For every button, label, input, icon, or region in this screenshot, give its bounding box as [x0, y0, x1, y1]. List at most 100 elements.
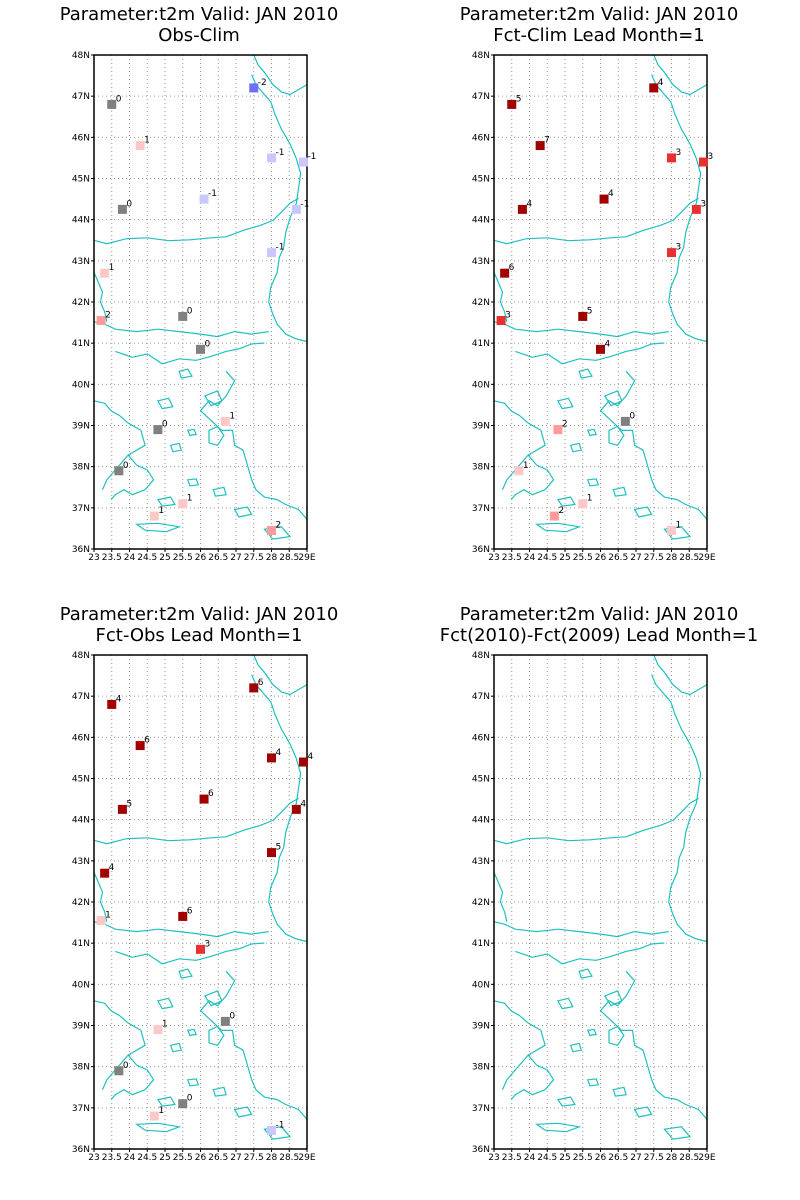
lon-tick-label: 26.5 — [608, 553, 628, 563]
lat-tick-label: 43N — [472, 857, 490, 867]
lon-tick-label: 23.5 — [502, 1153, 522, 1163]
station-marker — [149, 1111, 159, 1121]
station-value-label: 1 — [158, 1106, 164, 1116]
lon-tick-label: 25 — [159, 553, 170, 563]
lat-tick-label: 44N — [472, 816, 490, 826]
station-marker — [578, 499, 588, 509]
lat-tick-label: 42N — [72, 298, 90, 308]
station-marker — [691, 204, 701, 214]
station-marker — [153, 1025, 163, 1035]
station-marker — [514, 466, 524, 476]
station-marker — [649, 83, 659, 93]
station-value-label: 4 — [276, 748, 282, 758]
lat-tick-label: 46N — [72, 133, 90, 143]
station-marker — [107, 699, 117, 709]
station-marker — [298, 757, 308, 767]
lat-tick-label: 44N — [72, 816, 90, 826]
station-value-label: 1 — [676, 520, 682, 530]
station-marker — [199, 794, 209, 804]
station-value-label: 3 — [676, 148, 682, 158]
station-value-label: -1 — [276, 1120, 285, 1130]
lon-tick-label: 26 — [595, 553, 607, 563]
lat-tick-label: 41N — [72, 939, 90, 949]
lon-tick-label: 29E — [298, 553, 315, 563]
station-marker — [196, 344, 205, 354]
station-marker — [535, 141, 545, 151]
lat-tick-label: 48N — [472, 51, 490, 61]
lat-tick-label: 47N — [472, 692, 490, 702]
lat-tick-label: 47N — [72, 692, 90, 702]
station-value-label: 6 — [208, 789, 214, 799]
lon-tick-label: 27.5 — [244, 553, 264, 563]
station-value-label: 0 — [123, 461, 129, 471]
lat-tick-label: 43N — [72, 257, 90, 267]
lon-tick-label: 23 — [488, 553, 499, 563]
lat-tick-label: 39N — [472, 1022, 490, 1032]
station-value-label: 1 — [144, 136, 150, 146]
lat-tick-label: 40N — [72, 980, 90, 990]
station-marker — [507, 99, 517, 109]
station-marker — [578, 311, 588, 321]
lat-tick-label: 43N — [72, 857, 90, 867]
lat-tick-label: 40N — [72, 380, 90, 390]
lon-tick-label: 29E — [698, 553, 715, 563]
panel-fct-clim: Parameter:t2m Valid: JAN 2010 Fct-Clim L… — [460, 4, 739, 563]
lon-tick-label: 28 — [266, 1153, 278, 1163]
panel-title-line1: Parameter:t2m Valid: JAN 2010 — [60, 4, 339, 25]
station-value-label: 4 — [526, 199, 532, 209]
station-value-label: 2 — [558, 506, 564, 516]
station-value-label: 0 — [126, 199, 132, 209]
map-gridlines — [94, 655, 307, 1149]
station-marker — [267, 1125, 276, 1135]
station-marker — [267, 753, 276, 763]
station-marker — [153, 425, 163, 435]
station-marker — [267, 153, 276, 163]
station-marker — [114, 466, 124, 476]
lat-tick-label: 37N — [72, 504, 90, 514]
lon-tick-label: 25.5 — [573, 1153, 593, 1163]
station-value-label: 6 — [144, 736, 150, 746]
station-marker — [117, 804, 127, 814]
lon-tick-label: 26 — [195, 1153, 207, 1163]
station-value-label: 1 — [109, 263, 115, 273]
station-marker — [199, 194, 209, 204]
lat-tick-label: 45N — [472, 175, 490, 185]
station-value-label: 3 — [707, 152, 713, 162]
lon-tick-label: 29E — [298, 1153, 315, 1163]
lon-tick-label: 24.5 — [537, 1153, 557, 1163]
coastlines — [93, 654, 308, 1140]
coastlines — [493, 654, 708, 1140]
lon-tick-label: 27.5 — [244, 1153, 264, 1163]
panel-fct-obs: Parameter:t2m Valid: JAN 2010 Fct-Obs Le… — [60, 604, 339, 1163]
station-marker — [267, 848, 276, 858]
station-value-label: -2 — [258, 78, 267, 88]
panel-title-line2: Fct-Obs Lead Month=1 — [96, 625, 303, 646]
lon-tick-label: 23 — [88, 1153, 99, 1163]
lon-tick-label: 27 — [230, 553, 241, 563]
station-marker — [517, 204, 527, 214]
lon-tick-label: 27 — [630, 553, 641, 563]
lon-tick-label: 24.5 — [137, 1153, 157, 1163]
station-marker — [667, 153, 676, 163]
map-gridlines — [94, 55, 307, 549]
station-value-label: 1 — [229, 411, 235, 421]
lon-tick-label: 26.5 — [608, 1153, 628, 1163]
lon-tick-label: 25.5 — [173, 1153, 193, 1163]
station-value-label: 4 — [116, 694, 122, 704]
lon-tick-label: 26 — [595, 1153, 607, 1163]
lon-tick-label: 25 — [159, 1153, 170, 1163]
station-value-label: 3 — [700, 199, 706, 209]
station-value-label: 0 — [162, 420, 168, 430]
station-marker — [100, 268, 110, 278]
lon-tick-label: 23.5 — [102, 1153, 122, 1163]
station-value-label: 0 — [116, 94, 122, 104]
lat-tick-label: 36N — [72, 1145, 90, 1155]
station-value-label: 0 — [205, 339, 211, 349]
station-value-label: 2 — [276, 520, 282, 530]
lon-tick-label: 24 — [524, 553, 536, 563]
lon-tick-label: 24.5 — [537, 553, 557, 563]
lat-tick-label: 42N — [472, 898, 490, 908]
lat-tick-label: 42N — [72, 898, 90, 908]
station-value-label: -1 — [307, 152, 316, 162]
